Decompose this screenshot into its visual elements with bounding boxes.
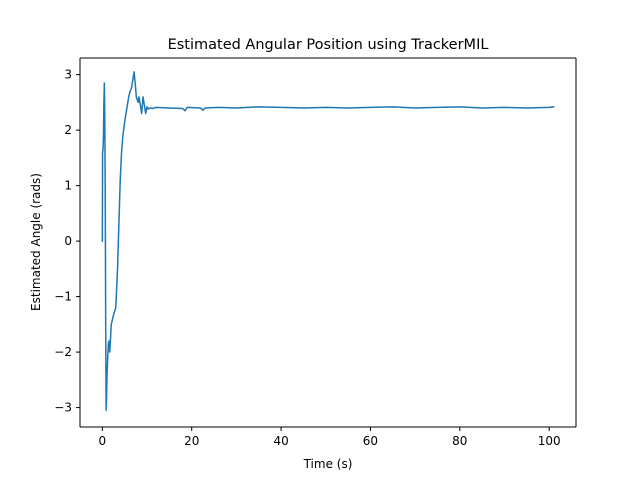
axes-background xyxy=(80,58,576,427)
x-axis-label: Time (s) xyxy=(303,457,353,471)
y-tick-label: −3 xyxy=(54,401,72,415)
y-tick-label: −2 xyxy=(54,345,72,359)
plot-area: 0 20 40 60 80 100 −3 −2 −1 0 1 2 3 xyxy=(54,57,577,448)
x-tick-label: 20 xyxy=(184,434,199,448)
y-tick-label: 3 xyxy=(64,68,72,82)
series-line xyxy=(101,71,555,412)
x-axis-ticks: 0 20 40 60 80 100 xyxy=(99,427,561,448)
y-tick-label: −1 xyxy=(54,290,72,304)
y-tick-label: 1 xyxy=(64,179,72,193)
y-axis-ticks: −3 −2 −1 0 1 2 3 xyxy=(54,68,80,415)
x-tick-label: 60 xyxy=(363,434,378,448)
y-tick-label: 2 xyxy=(64,123,72,137)
y-axis-label: Estimated Angle (rads) xyxy=(29,173,43,311)
x-tick-label: 0 xyxy=(99,434,107,448)
chart-title: Estimated Angular Position using Tracker… xyxy=(168,37,489,53)
x-tick-label: 80 xyxy=(452,434,467,448)
y-tick-label: 0 xyxy=(64,234,72,248)
x-tick-label: 40 xyxy=(273,434,288,448)
x-tick-label: 100 xyxy=(538,434,561,448)
